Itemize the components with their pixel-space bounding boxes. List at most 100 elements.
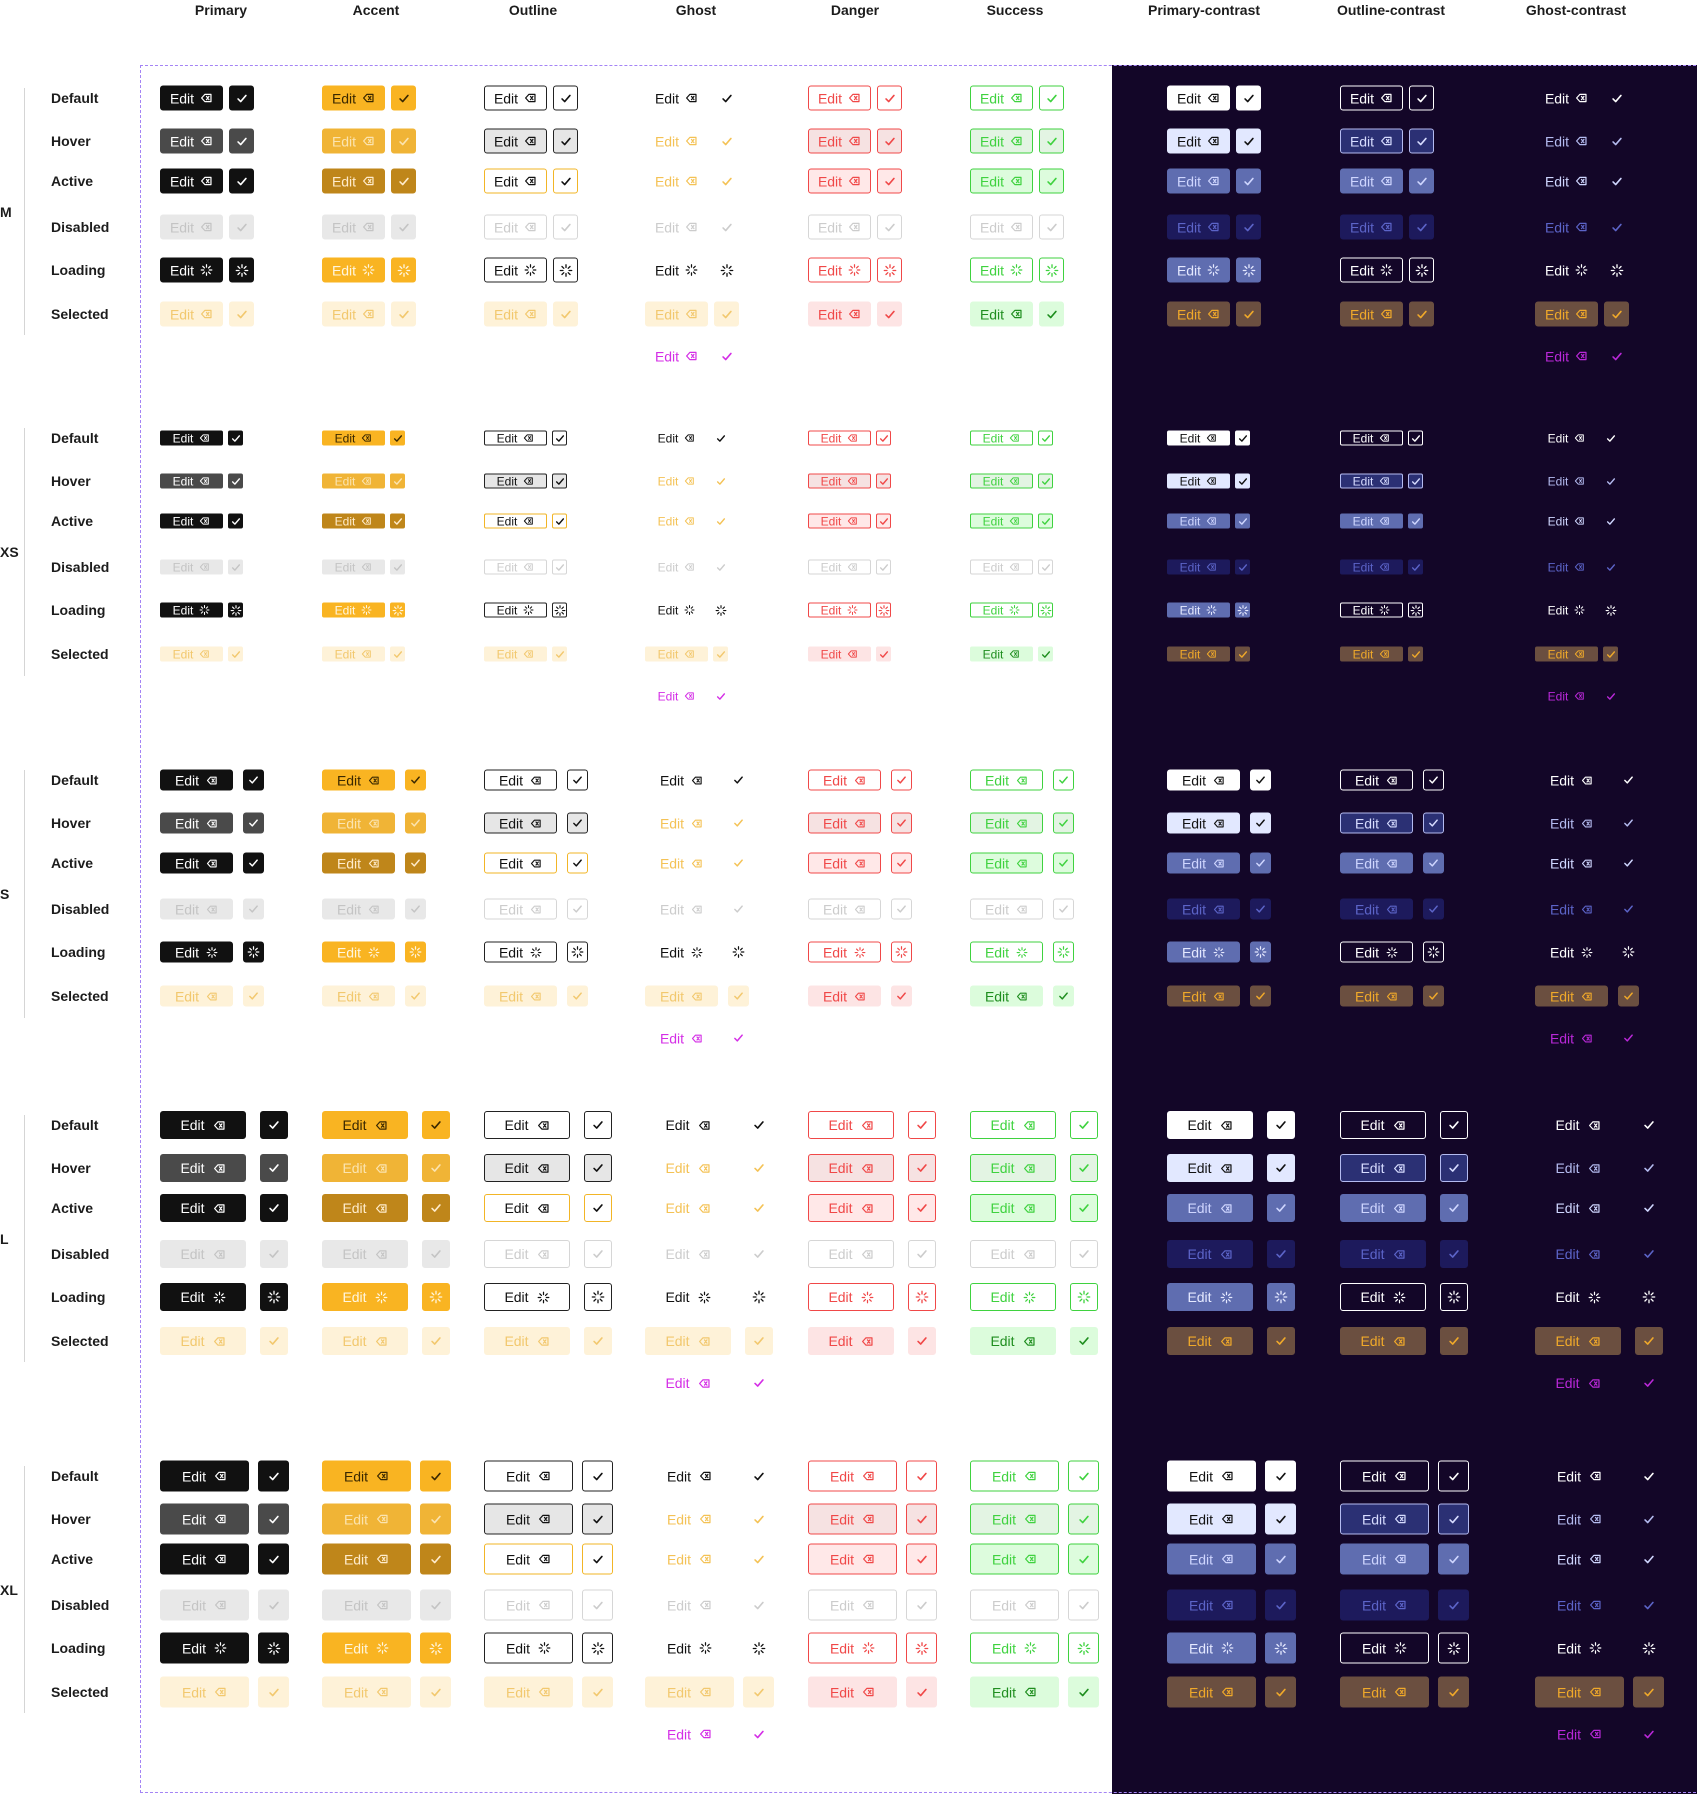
check-button[interactable]	[390, 473, 405, 489]
edit-button[interactable]: Edit	[322, 1503, 411, 1535]
edit-button[interactable]: Edit	[1167, 852, 1240, 874]
check-button[interactable]	[1635, 1194, 1663, 1222]
check-button[interactable]	[1440, 1154, 1468, 1182]
edit-button[interactable]: Edit	[808, 1327, 894, 1355]
check-button[interactable]	[1235, 602, 1250, 618]
edit-button[interactable]: Edit	[1167, 1327, 1253, 1355]
check-button[interactable]	[1053, 852, 1074, 874]
check-button[interactable]	[260, 1194, 288, 1222]
edit-button[interactable]: Edit	[1535, 431, 1598, 446]
check-button[interactable]	[1235, 430, 1250, 446]
check-button[interactable]	[420, 1676, 451, 1708]
edit-button[interactable]: Edit	[322, 852, 395, 874]
edit-button[interactable]: Edit	[970, 1194, 1056, 1222]
edit-button[interactable]: Edit	[808, 1503, 897, 1535]
check-button[interactable]	[390, 430, 405, 446]
check-button[interactable]	[1618, 813, 1639, 834]
edit-button[interactable]: Edit	[1167, 646, 1230, 662]
edit-button[interactable]: Edit	[645, 1369, 731, 1397]
check-button[interactable]	[743, 1461, 774, 1492]
check-button[interactable]	[1408, 646, 1423, 662]
edit-button[interactable]: Edit	[322, 1154, 408, 1182]
edit-button[interactable]: Edit	[322, 1327, 408, 1355]
edit-button[interactable]: Edit	[645, 770, 718, 791]
edit-button[interactable]: Edit	[1340, 1111, 1426, 1139]
check-button[interactable]	[714, 86, 739, 111]
check-button[interactable]	[1235, 646, 1250, 662]
check-button[interactable]	[567, 812, 588, 834]
check-button[interactable]	[1038, 513, 1053, 529]
edit-button[interactable]: Edit	[322, 646, 385, 662]
edit-button[interactable]: Edit	[160, 430, 223, 446]
edit-button[interactable]: Edit	[1340, 1154, 1426, 1182]
check-button[interactable]	[229, 257, 254, 283]
check-button[interactable]	[567, 985, 588, 1007]
check-button[interactable]	[1618, 853, 1639, 874]
check-button[interactable]	[876, 602, 891, 618]
check-button[interactable]	[1053, 812, 1074, 834]
check-button[interactable]	[567, 769, 588, 791]
edit-button[interactable]: Edit	[645, 1461, 734, 1492]
check-button[interactable]	[1604, 86, 1629, 111]
edit-button[interactable]: Edit	[484, 1154, 570, 1182]
edit-button[interactable]: Edit	[808, 85, 871, 111]
edit-button[interactable]: Edit	[970, 1111, 1056, 1139]
edit-button[interactable]: Edit	[970, 1543, 1059, 1575]
check-button[interactable]	[258, 1503, 289, 1535]
check-button[interactable]	[1603, 689, 1618, 704]
check-button[interactable]	[1250, 941, 1271, 963]
edit-button[interactable]: Edit	[1340, 812, 1413, 834]
check-button[interactable]	[229, 301, 254, 327]
check-button[interactable]	[1408, 473, 1423, 489]
check-button[interactable]	[422, 1194, 450, 1222]
edit-button[interactable]: Edit	[1535, 853, 1608, 874]
check-button[interactable]	[405, 985, 426, 1007]
check-button[interactable]	[1267, 1327, 1295, 1355]
check-button[interactable]	[584, 1327, 612, 1355]
check-button[interactable]	[1039, 257, 1064, 283]
edit-button[interactable]: Edit	[1535, 258, 1598, 283]
edit-button[interactable]: Edit	[970, 1503, 1059, 1535]
check-button[interactable]	[1603, 431, 1618, 446]
edit-button[interactable]: Edit	[160, 1632, 249, 1664]
edit-button[interactable]: Edit	[645, 129, 708, 154]
edit-button[interactable]: Edit	[1167, 602, 1230, 618]
check-button[interactable]	[1053, 985, 1074, 1007]
check-button[interactable]	[243, 852, 264, 874]
check-button[interactable]	[243, 985, 264, 1007]
edit-button[interactable]: Edit	[1167, 473, 1230, 489]
check-button[interactable]	[877, 301, 902, 327]
check-button[interactable]	[713, 689, 728, 704]
edit-button[interactable]: Edit	[1340, 1283, 1426, 1311]
edit-button[interactable]: Edit	[322, 1460, 411, 1492]
edit-button[interactable]: Edit	[322, 941, 395, 963]
check-button[interactable]	[420, 1543, 451, 1575]
edit-button[interactable]: Edit	[160, 852, 233, 874]
check-button[interactable]	[1603, 646, 1618, 662]
edit-button[interactable]: Edit	[970, 1154, 1056, 1182]
check-button[interactable]	[405, 769, 426, 791]
check-button[interactable]	[405, 852, 426, 874]
check-button[interactable]	[1423, 852, 1444, 874]
edit-button[interactable]: Edit	[160, 985, 233, 1007]
check-button[interactable]	[1250, 812, 1271, 834]
edit-button[interactable]: Edit	[1535, 985, 1608, 1007]
edit-button[interactable]: Edit	[160, 1543, 249, 1575]
check-button[interactable]	[391, 301, 416, 327]
check-button[interactable]	[1440, 1194, 1468, 1222]
edit-button[interactable]: Edit	[322, 430, 385, 446]
check-button[interactable]	[229, 85, 254, 111]
check-button[interactable]	[1267, 1283, 1295, 1311]
edit-button[interactable]: Edit	[1535, 1369, 1621, 1397]
edit-button[interactable]: Edit	[322, 168, 385, 194]
check-button[interactable]	[567, 852, 588, 874]
edit-button[interactable]: Edit	[808, 430, 871, 446]
edit-button[interactable]: Edit	[160, 602, 223, 618]
edit-button[interactable]: Edit	[1167, 1503, 1256, 1535]
edit-button[interactable]: Edit	[484, 1111, 570, 1139]
check-button[interactable]	[1618, 770, 1639, 791]
check-button[interactable]	[908, 1194, 936, 1222]
check-button[interactable]	[1265, 1543, 1296, 1575]
check-button[interactable]	[1440, 1111, 1468, 1139]
edit-button[interactable]: Edit	[160, 1283, 246, 1311]
